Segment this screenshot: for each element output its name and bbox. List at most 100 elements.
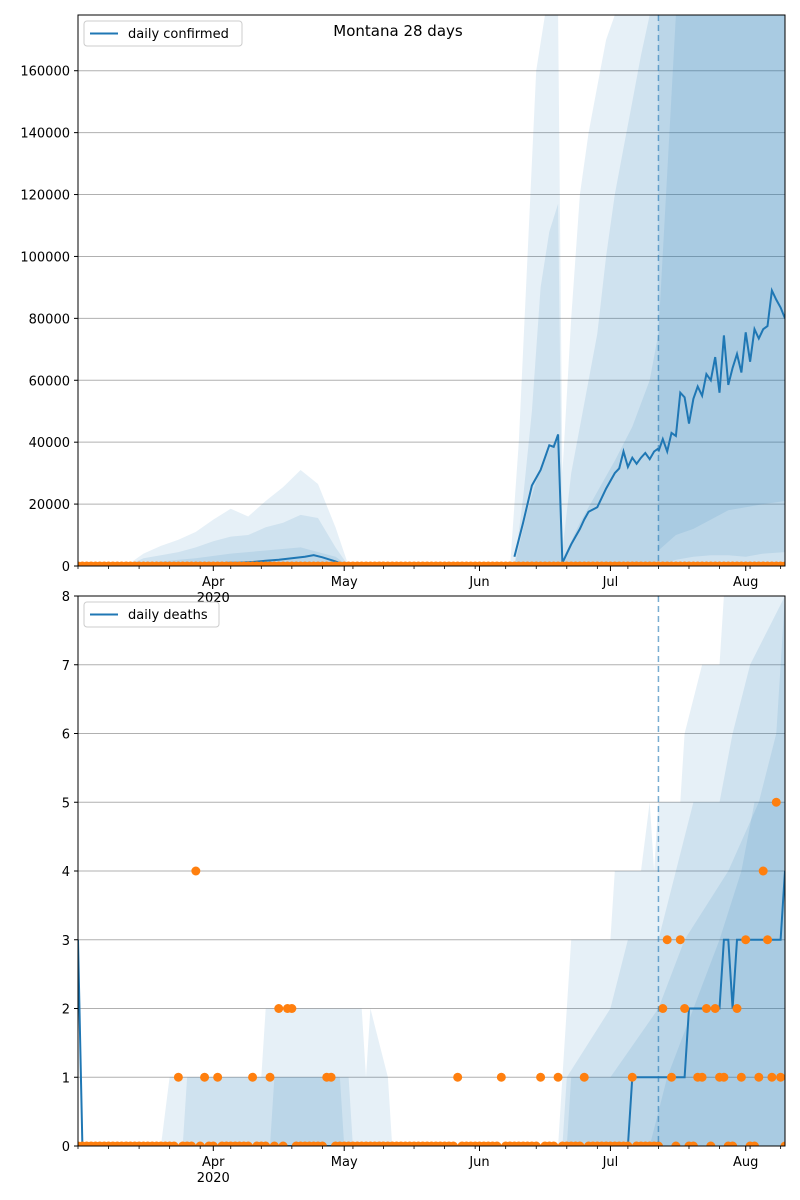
x-tick-label: Jul: [602, 575, 619, 590]
y-tick-label: 2: [62, 1003, 70, 1018]
data-point: [173, 1072, 183, 1082]
data-point: [492, 1141, 502, 1146]
data-point: [274, 1004, 284, 1013]
data-point: [186, 1141, 196, 1146]
data-point: [771, 797, 781, 807]
data-point: [627, 1072, 637, 1082]
data-point: [710, 1004, 720, 1013]
x-tick-label: May: [331, 575, 358, 590]
uncertainty-band: [514, 15, 785, 566]
y-tick-label: 80000: [29, 312, 70, 327]
x-tick-label: Jul: [602, 1155, 619, 1170]
data-point: [623, 1141, 633, 1146]
x-tick-label: Jun: [468, 1155, 489, 1170]
data-point: [553, 1072, 563, 1082]
plot-area: [78, 596, 785, 1146]
data-point: [261, 1141, 271, 1146]
data-point: [579, 1072, 589, 1082]
data-point: [780, 561, 785, 566]
data-point: [448, 1141, 458, 1146]
y-tick-label: 5: [62, 796, 70, 811]
data-point: [741, 935, 751, 945]
x-tick-label: May: [331, 1155, 358, 1170]
data-point: [278, 1141, 288, 1146]
uncertainty-band: [514, 15, 785, 566]
data-point: [496, 1072, 506, 1082]
data-point: [675, 935, 685, 945]
data-point: [728, 1141, 738, 1146]
data-point: [326, 1072, 336, 1082]
y-tick-label: 140000: [20, 127, 70, 142]
y-tick-label: 4: [62, 865, 70, 880]
x-tick-label: 2020: [197, 1171, 230, 1186]
confirmed-panel: 0 20000 40000 60000 80000 100000 120000 140000 1…: [20, 14, 786, 606]
data-point: [549, 1141, 559, 1146]
data-point: [767, 1072, 777, 1082]
series-line: [657, 286, 785, 456]
legend-box: [83, 20, 243, 47]
y-tick-label: 60000: [29, 374, 70, 389]
uncertainty-band: [182, 596, 785, 1146]
data-point: [287, 1004, 297, 1013]
x-tick-label: Aug: [733, 1155, 758, 1170]
data-point: [763, 935, 773, 945]
x-tick-label: Aug: [733, 575, 758, 590]
data-point: [191, 866, 201, 876]
data-point: [531, 1141, 541, 1146]
data-point: [195, 1141, 205, 1146]
legend: daily confirmed: [83, 20, 243, 47]
y-tick-label: 3: [62, 934, 70, 949]
uncertainty-band: [510, 15, 785, 566]
y-tick-label: 120000: [20, 189, 70, 204]
y-tick-label: 100000: [20, 250, 70, 265]
axes-frame: [77, 14, 786, 567]
data-point: [667, 1072, 677, 1082]
data-point: [658, 1004, 668, 1013]
x-tick-label: Apr: [202, 1155, 225, 1170]
data-point: [758, 866, 768, 876]
y-tick-label: 0: [62, 560, 70, 575]
data-point: [754, 1072, 764, 1082]
uncertainty-band: [126, 514, 349, 566]
uncertainty-band: [658, 15, 785, 551]
data-point: [213, 1072, 223, 1082]
data-point: [200, 1072, 210, 1082]
uncertainty-band: [649, 802, 785, 1146]
data-point: [208, 1141, 218, 1146]
data-point: [732, 1004, 742, 1013]
uncertainty-band: [126, 547, 349, 566]
legend-label: daily deaths: [128, 608, 208, 623]
data-point: [653, 1141, 663, 1146]
data-point: [317, 1141, 327, 1146]
chart-title: Montana 28 days: [333, 22, 463, 40]
data-point: [749, 1141, 759, 1146]
data-point: [719, 1072, 729, 1082]
y-tick-label: 0: [62, 1140, 70, 1155]
data-point: [575, 1141, 585, 1146]
data-point: [243, 1141, 253, 1146]
data-point: [169, 1141, 179, 1146]
y-tick-label: 6: [62, 728, 70, 743]
plot-area: [78, 15, 785, 566]
data-point: [776, 1072, 785, 1082]
y-tick-label: 160000: [20, 65, 70, 80]
legend-box: [83, 601, 220, 628]
data-point: [671, 1141, 681, 1146]
uncertainty-band: [270, 596, 785, 1146]
data-point: [536, 1072, 546, 1082]
series-line: [513, 434, 659, 564]
data-point: [680, 1004, 690, 1013]
legend: daily deaths: [83, 601, 220, 628]
y-tick-label: 8: [62, 590, 70, 605]
y-tick-label: 7: [62, 659, 70, 674]
data-point: [453, 1072, 463, 1082]
uncertainty-band: [160, 596, 785, 1146]
y-tick-label: 1: [62, 1071, 70, 1086]
data-point: [697, 1072, 707, 1082]
data-point: [265, 1072, 275, 1082]
data-point: [248, 1072, 258, 1082]
data-point: [706, 1141, 716, 1146]
data-point: [701, 1004, 711, 1013]
